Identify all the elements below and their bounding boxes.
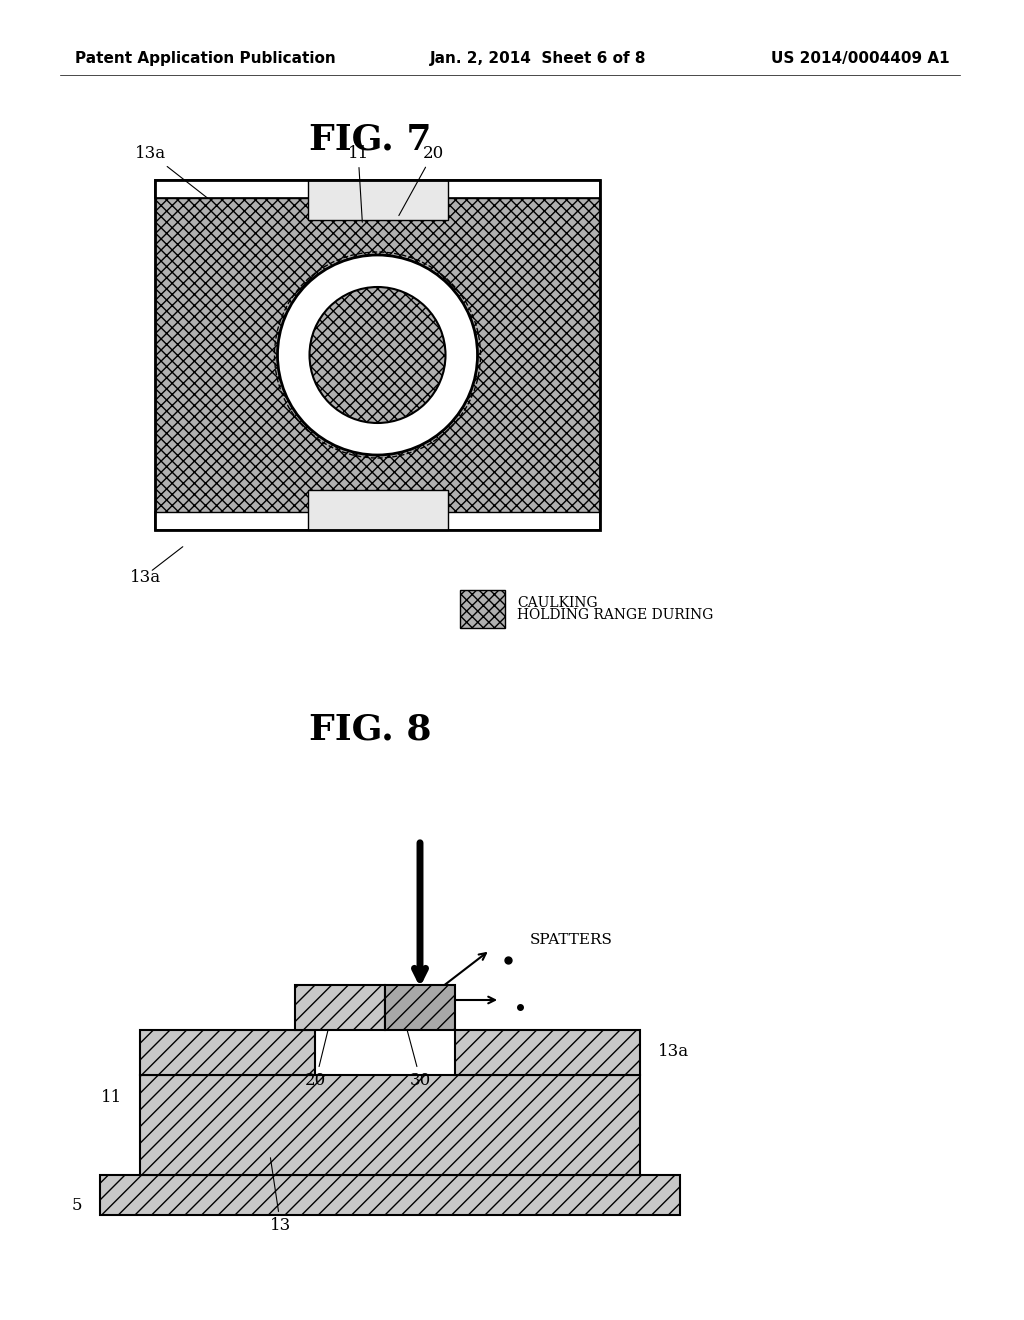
- Ellipse shape: [309, 286, 445, 422]
- Text: 13: 13: [270, 1158, 291, 1234]
- Text: SPATTERS: SPATTERS: [530, 933, 613, 946]
- Polygon shape: [385, 985, 455, 1030]
- Text: 13a: 13a: [658, 1044, 689, 1060]
- Ellipse shape: [278, 255, 477, 455]
- Text: US 2014/0004409 A1: US 2014/0004409 A1: [771, 50, 950, 66]
- Polygon shape: [140, 1030, 315, 1074]
- Text: FIG. 8: FIG. 8: [309, 713, 431, 747]
- Polygon shape: [455, 1030, 640, 1074]
- Polygon shape: [155, 198, 600, 512]
- Polygon shape: [307, 490, 447, 531]
- Polygon shape: [155, 180, 600, 198]
- Text: 30: 30: [406, 1024, 431, 1089]
- Text: 20: 20: [398, 145, 443, 215]
- Text: 11: 11: [100, 1089, 122, 1106]
- Text: 13a: 13a: [135, 145, 208, 198]
- Text: FIG. 7: FIG. 7: [309, 123, 431, 157]
- Polygon shape: [155, 512, 600, 531]
- Text: CAULKING: CAULKING: [517, 595, 598, 610]
- Text: Jan. 2, 2014  Sheet 6 of 8: Jan. 2, 2014 Sheet 6 of 8: [430, 50, 646, 66]
- Text: HOLDING RANGE DURING: HOLDING RANGE DURING: [517, 609, 714, 622]
- Text: 13a: 13a: [129, 569, 161, 586]
- Text: 20: 20: [305, 1024, 330, 1089]
- Polygon shape: [460, 590, 505, 628]
- Text: 5: 5: [72, 1196, 82, 1213]
- Text: Patent Application Publication: Patent Application Publication: [75, 50, 336, 66]
- Polygon shape: [140, 1074, 640, 1175]
- Polygon shape: [307, 180, 447, 220]
- Polygon shape: [295, 985, 385, 1030]
- Polygon shape: [100, 1175, 680, 1214]
- Text: 11: 11: [347, 145, 369, 222]
